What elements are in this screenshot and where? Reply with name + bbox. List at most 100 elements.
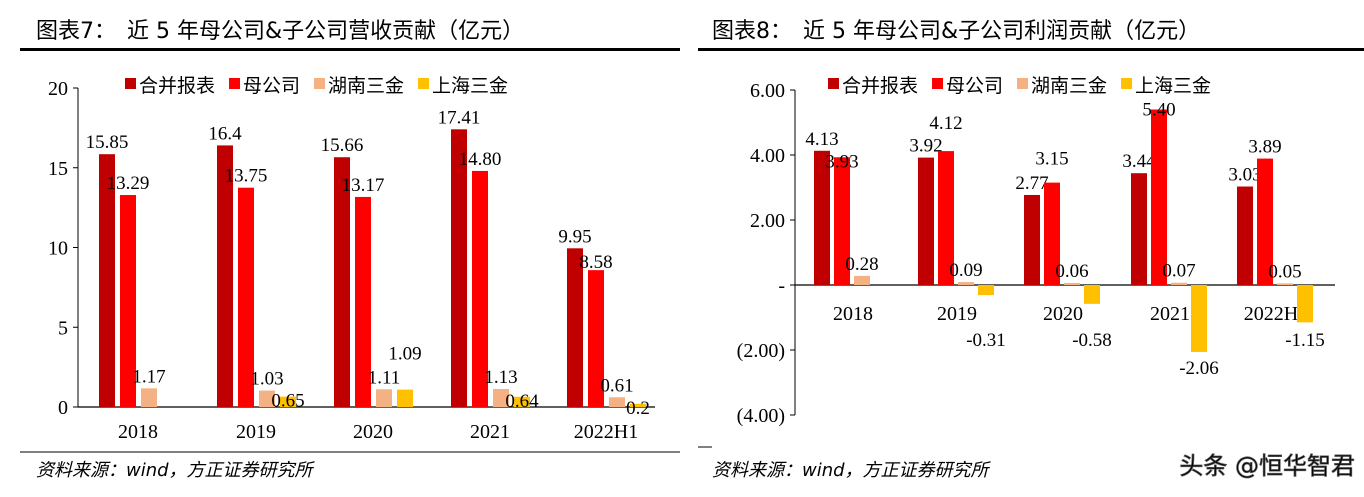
data-label: 4.12 <box>929 113 962 134</box>
bar <box>514 396 530 407</box>
title-rule <box>20 48 680 51</box>
legend-label: 湖南三金 <box>1031 75 1107 97</box>
y-tick-label: 2.00 <box>750 210 785 232</box>
data-label: 1.13 <box>484 367 517 388</box>
data-label: 5.40 <box>1142 100 1175 121</box>
chart-title: 图表8： 近 5 年母公司&子公司利润贡献（亿元） <box>712 19 1200 44</box>
bar <box>938 151 954 285</box>
data-label: -0.58 <box>1072 330 1112 351</box>
chart-title: 图表7： 近 5 年母公司&子公司营收贡献（亿元） <box>36 19 524 44</box>
y-tick-label: - <box>778 275 785 297</box>
source-note: 资料来源：wind，方正证券研究所 <box>712 460 992 481</box>
x-tick-label: 2018 <box>118 421 158 443</box>
bar <box>217 145 233 408</box>
data-label: 0.09 <box>949 260 982 281</box>
data-label: 0.2 <box>626 398 650 419</box>
watermark: 头条 @恒华智君 <box>1179 452 1355 480</box>
bar <box>1131 173 1147 285</box>
x-tick-label: 2022H1 <box>574 421 638 443</box>
y-tick-label: 4.00 <box>750 145 785 167</box>
bar <box>978 285 994 296</box>
legend-label: 湖南三金 <box>328 75 404 97</box>
data-label: 13.75 <box>225 166 268 187</box>
data-label: 1.11 <box>368 367 401 388</box>
data-label: 17.41 <box>438 107 481 128</box>
data-label: 3.15 <box>1035 149 1068 170</box>
x-tick-label: 2022H1 <box>1244 303 1308 325</box>
legend-label: 母公司 <box>946 75 1003 97</box>
data-label: 1.09 <box>388 344 421 365</box>
bar <box>1191 285 1207 352</box>
legend-label: 合并报表 <box>842 75 918 97</box>
data-label: 0.61 <box>600 375 633 396</box>
bar <box>814 150 830 285</box>
data-label: 0.05 <box>1268 261 1301 282</box>
data-label: 13.29 <box>107 173 150 194</box>
bar <box>141 388 157 407</box>
bar <box>99 154 115 407</box>
x-tick-label: 2020 <box>1043 303 1083 325</box>
x-tick-label: 2021 <box>1150 303 1190 325</box>
legend-label: 上海三金 <box>432 75 508 97</box>
data-label: 0.64 <box>505 391 539 412</box>
data-label: 13.17 <box>342 175 385 196</box>
bar <box>588 270 604 407</box>
title-rule <box>698 48 1364 51</box>
bar <box>854 275 870 285</box>
chart-1: 图表7： 近 5 年母公司&子公司营收贡献（亿元） 0 5 10 15 20 合并报表 母公司… <box>20 19 680 481</box>
data-label: 14.80 <box>459 149 502 170</box>
bar <box>1151 109 1167 285</box>
bar <box>1064 283 1080 285</box>
bar <box>493 388 509 407</box>
legend-swatch <box>418 78 430 89</box>
data-label: -0.31 <box>966 330 1006 351</box>
x-tick-label: 2019 <box>937 303 977 325</box>
bar <box>834 157 850 285</box>
x-tick-label: 2019 <box>236 421 276 443</box>
bar <box>918 157 934 285</box>
bar <box>1237 186 1253 285</box>
bar <box>1297 285 1313 323</box>
bar <box>259 390 275 407</box>
y-tick-label: 6.00 <box>750 80 785 102</box>
bar <box>355 196 371 407</box>
y-tick-label: 20 <box>48 78 68 100</box>
data-label: 15.85 <box>86 132 129 153</box>
data-label: 8.58 <box>579 252 612 273</box>
bar <box>280 396 296 407</box>
legend-swatch <box>932 78 944 89</box>
data-label: 16.4 <box>208 123 242 144</box>
bar <box>609 397 625 407</box>
bar <box>472 170 488 407</box>
data-label: 3.44 <box>1122 151 1156 172</box>
bar <box>397 389 413 407</box>
data-label: -2.06 <box>1179 358 1219 379</box>
data-label: 3.93 <box>825 151 858 172</box>
data-label: -1.15 <box>1285 330 1325 351</box>
x-tick-label: 2021 <box>470 421 510 443</box>
y-tick-label: 0 <box>58 397 68 419</box>
legend-swatch <box>828 78 839 89</box>
bar <box>1024 194 1040 285</box>
legend-label: 合并报表 <box>139 75 215 97</box>
bar <box>567 248 583 407</box>
y-tick-label: 10 <box>48 238 68 260</box>
bar <box>451 129 467 408</box>
data-label: 3.92 <box>909 136 942 157</box>
bar <box>376 389 392 407</box>
x-tick-label: 2018 <box>833 303 873 325</box>
x-tick-label: 2020 <box>353 421 393 443</box>
bar <box>334 157 350 407</box>
bar <box>630 403 646 407</box>
data-label: 4.13 <box>805 129 838 150</box>
bar <box>1171 282 1187 285</box>
bar <box>1084 285 1100 304</box>
bar <box>1257 158 1273 285</box>
legend-swatch <box>125 78 136 89</box>
data-label: 15.66 <box>321 135 364 156</box>
bar <box>1044 182 1060 285</box>
data-label: 0.06 <box>1055 261 1088 282</box>
legend-label: 上海三金 <box>1135 75 1211 97</box>
data-label: 0.65 <box>271 391 304 412</box>
